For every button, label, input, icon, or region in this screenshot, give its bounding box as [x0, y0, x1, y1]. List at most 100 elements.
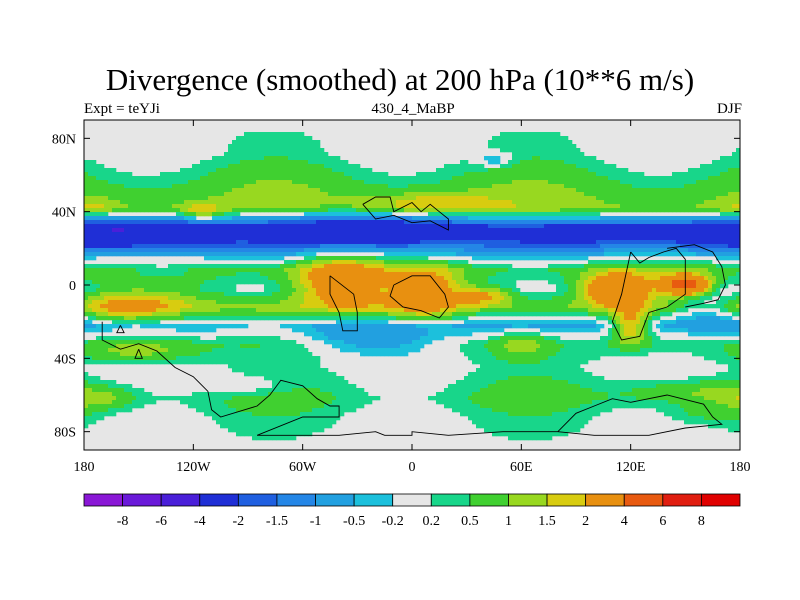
field-cell [296, 232, 301, 237]
field-cell [712, 196, 717, 201]
field-cell [96, 264, 101, 269]
field-cell [496, 180, 501, 185]
field-cell [568, 172, 573, 177]
field-cell [620, 188, 625, 193]
field-cell [288, 208, 293, 213]
field-cell [524, 140, 529, 145]
field-cell [236, 136, 241, 141]
field-cell [200, 228, 205, 233]
field-cell [588, 220, 593, 225]
field-cell [332, 228, 337, 233]
field-cell [528, 244, 533, 249]
field-cell [192, 208, 197, 213]
field-cell [560, 220, 565, 225]
field-cell [136, 284, 141, 289]
field-cell [540, 252, 545, 257]
field-cell [456, 212, 461, 217]
field-cell [352, 168, 357, 173]
field-cell [212, 220, 217, 225]
field-cell [132, 188, 137, 193]
field-cell [180, 276, 185, 281]
field-cell [516, 176, 521, 181]
field-cell [88, 276, 93, 281]
field-cell [268, 152, 273, 157]
field-cell [320, 168, 325, 173]
field-cell [440, 264, 445, 269]
field-cell [216, 160, 221, 165]
field-cell [152, 240, 157, 245]
field-cell [316, 248, 321, 253]
field-cell [312, 168, 317, 173]
field-cell [460, 228, 465, 233]
field-cell [92, 276, 97, 281]
field-cell [152, 220, 157, 225]
field-cell [308, 156, 313, 161]
field-cell [612, 232, 617, 237]
field-cell [556, 188, 561, 193]
field-cell [284, 148, 289, 153]
field-cell [96, 280, 101, 285]
field-cell [560, 144, 565, 149]
field-cell [728, 172, 733, 177]
field-cell [728, 200, 733, 205]
field-cell [684, 220, 689, 225]
field-cell [568, 196, 573, 201]
field-cell [236, 168, 241, 173]
field-cell [268, 200, 273, 205]
field-cell [480, 192, 485, 197]
field-cell [432, 216, 437, 221]
field-cell [244, 136, 249, 141]
field-cell [504, 272, 509, 277]
field-cell [564, 196, 569, 201]
field-cell [548, 272, 553, 277]
field-cell [712, 204, 717, 209]
field-cell [524, 132, 529, 137]
field-cell [136, 188, 141, 193]
field-cell [520, 144, 525, 149]
field-cell [492, 188, 497, 193]
field-cell [444, 220, 449, 225]
field-cell [700, 244, 705, 249]
field-cell [652, 272, 657, 277]
field-cell [720, 220, 725, 225]
field-cell [176, 244, 181, 249]
field-cell [480, 248, 485, 253]
field-cell [156, 276, 161, 281]
field-cell [388, 232, 393, 237]
field-cell [88, 204, 93, 209]
field-cell [720, 264, 725, 269]
field-cell [320, 284, 325, 289]
field-cell [424, 184, 429, 189]
field-cell [720, 168, 725, 173]
field-cell [708, 196, 713, 201]
field-cell [188, 180, 193, 185]
field-cell [456, 264, 461, 269]
field-cell [444, 268, 449, 273]
field-cell [136, 252, 141, 257]
field-cell [728, 180, 733, 185]
field-cell [480, 212, 485, 217]
field-cell [156, 240, 161, 245]
field-cell [248, 272, 253, 277]
field-cell [576, 268, 581, 273]
field-cell [424, 280, 429, 285]
field-cell [164, 216, 169, 221]
field-cell [324, 220, 329, 225]
field-cell [332, 160, 337, 165]
field-cell [540, 212, 545, 217]
field-cell [252, 204, 257, 209]
field-cell [404, 244, 409, 249]
field-cell [216, 192, 221, 197]
field-cell [384, 180, 389, 185]
field-cell [120, 216, 125, 221]
field-cell [700, 248, 705, 253]
field-cell [628, 228, 633, 233]
field-cell [156, 204, 161, 209]
field-cell [668, 200, 673, 205]
field-cell [204, 160, 209, 165]
field-cell [616, 236, 621, 241]
field-cell [484, 216, 489, 221]
field-cell [556, 276, 561, 281]
field-cell [632, 240, 637, 245]
field-cell [380, 232, 385, 237]
